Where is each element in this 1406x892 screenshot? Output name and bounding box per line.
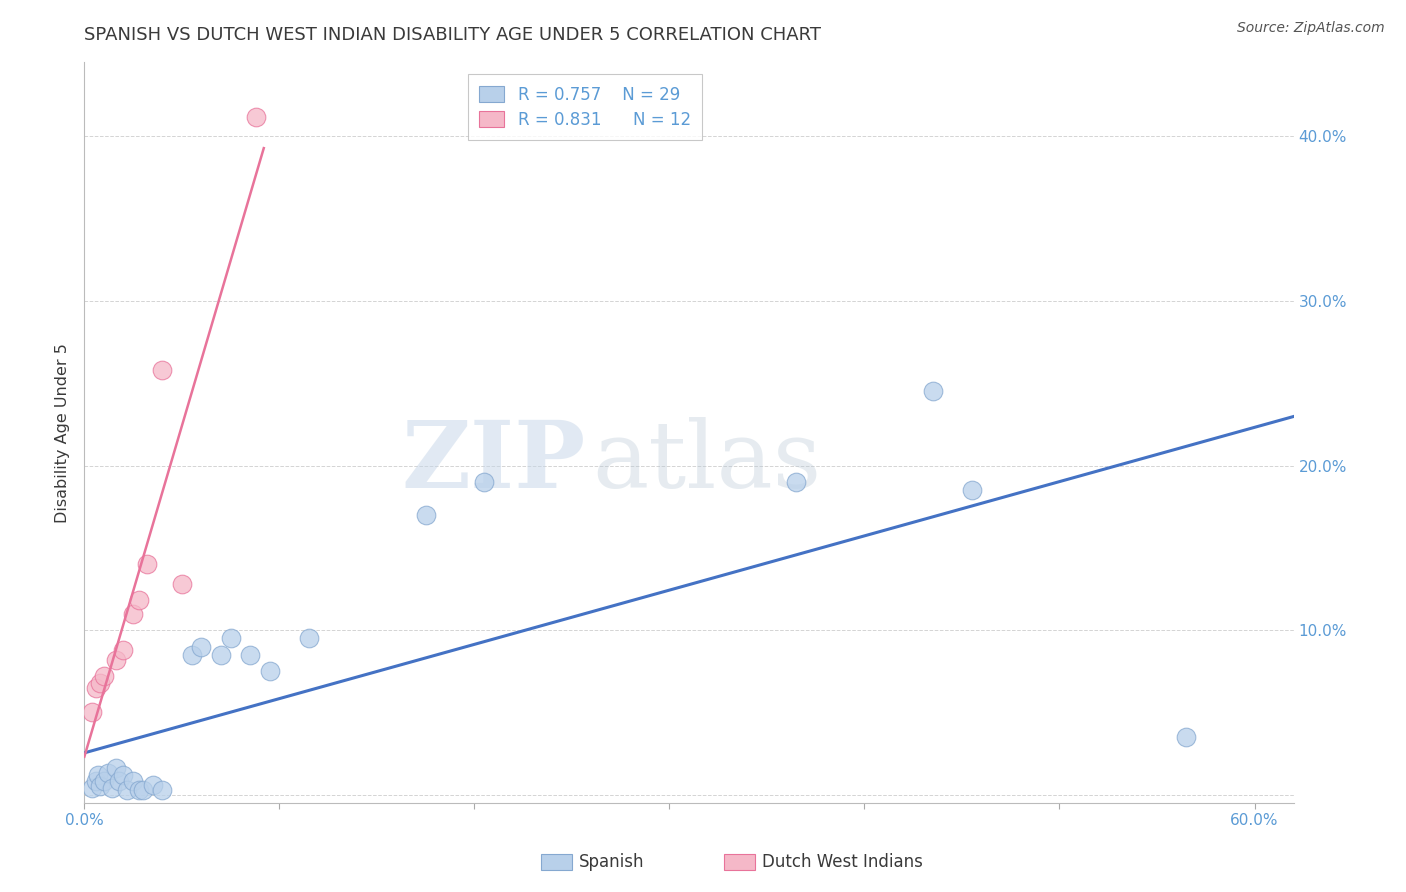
Point: [112, 642, 135, 657]
Point: [142, 778, 165, 792]
Point: [209, 648, 232, 662]
Point: [122, 774, 145, 789]
Point: [112, 768, 135, 782]
Point: [84, 774, 107, 789]
Point: [298, 632, 321, 646]
Point: [239, 648, 262, 662]
Point: [93, 774, 115, 789]
Point: [960, 483, 983, 498]
Point: [117, 782, 139, 797]
Point: [135, 558, 157, 572]
Point: [415, 508, 437, 522]
Point: [190, 640, 212, 654]
Point: [472, 475, 495, 489]
Text: ZIP: ZIP: [402, 417, 586, 508]
Point: [259, 664, 281, 678]
Point: [89, 780, 111, 794]
Point: [84, 681, 107, 695]
Point: [219, 632, 242, 646]
Point: [180, 648, 202, 662]
Point: [170, 577, 193, 591]
Point: [82, 780, 104, 795]
Point: [104, 653, 127, 667]
Point: [1175, 730, 1198, 744]
Point: [150, 363, 173, 377]
Text: Spanish: Spanish: [579, 853, 645, 871]
Point: [108, 774, 131, 789]
Point: [89, 675, 111, 690]
Text: atlas: atlas: [592, 417, 821, 508]
Text: Source: ZipAtlas.com: Source: ZipAtlas.com: [1237, 21, 1385, 35]
Legend: R = 0.757    N = 29, R = 0.831      N = 12: R = 0.757 N = 29, R = 0.831 N = 12: [468, 74, 703, 140]
Point: [785, 475, 807, 489]
Point: [87, 768, 110, 782]
Point: [104, 761, 127, 775]
Point: [132, 782, 155, 797]
Y-axis label: Disability Age Under 5: Disability Age Under 5: [55, 343, 70, 523]
Point: [93, 669, 115, 683]
Text: Dutch West Indians: Dutch West Indians: [762, 853, 922, 871]
Point: [128, 782, 150, 797]
Point: [82, 706, 104, 720]
Text: SPANISH VS DUTCH WEST INDIAN DISABILITY AGE UNDER 5 CORRELATION CHART: SPANISH VS DUTCH WEST INDIAN DISABILITY …: [84, 26, 821, 45]
Point: [100, 780, 122, 795]
Point: [245, 110, 267, 124]
Point: [122, 607, 145, 621]
Point: [128, 593, 150, 607]
Point: [150, 782, 173, 797]
Point: [921, 384, 943, 399]
Point: [97, 766, 120, 780]
